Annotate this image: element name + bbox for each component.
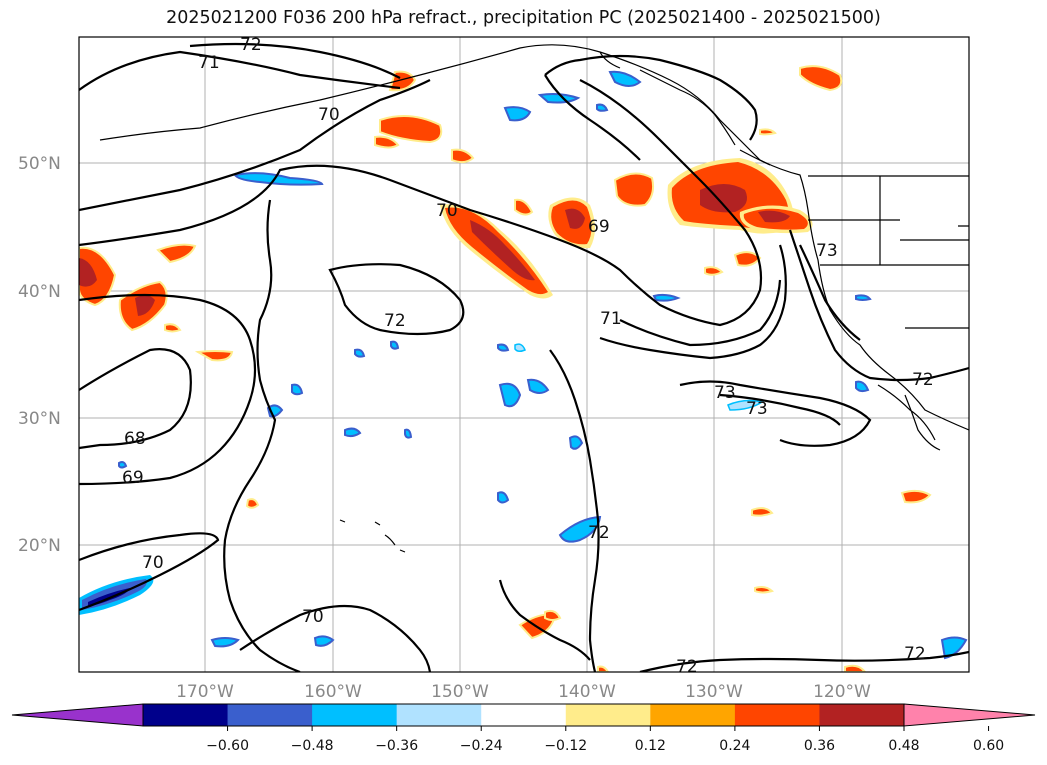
contour-label: 73 xyxy=(714,383,736,403)
lon-label-120w: 120°W xyxy=(813,682,871,702)
colorbar-extend-low xyxy=(12,704,143,726)
colorbar-tick-label: 0.36 xyxy=(804,738,835,754)
colorbar-tick-label: 0.60 xyxy=(973,738,1004,754)
contour-label: 70 xyxy=(142,553,164,573)
contour-label: 72 xyxy=(676,657,698,677)
colorbar-tick-label: −0.36 xyxy=(375,738,418,754)
colorbar-tick-label: −0.60 xyxy=(206,738,249,754)
precip-blob-bc xyxy=(799,65,843,92)
lon-label-170w: 170°W xyxy=(176,682,234,702)
lat-label-30n: 30°N xyxy=(18,409,61,429)
coastlines xyxy=(99,44,969,553)
colorbar-segment xyxy=(650,704,736,726)
precip-core-west-edge xyxy=(79,258,97,287)
precip-band-central xyxy=(440,204,553,299)
lat-label-20n: 20°N xyxy=(18,536,61,556)
plot-frame xyxy=(78,36,970,673)
colorbar-segment xyxy=(481,704,567,726)
precip-blob-west-40n xyxy=(118,280,168,332)
contour-label: 73 xyxy=(816,241,838,261)
colorbar-extend-high xyxy=(904,704,1035,726)
precip-blob-central-north xyxy=(548,197,595,249)
colorbar-tick-label: −0.12 xyxy=(544,738,587,754)
contour-label: 71 xyxy=(600,309,622,329)
colorbar-segment xyxy=(143,704,229,726)
contour-label: 71 xyxy=(198,53,220,73)
map-title: 2025021200 F036 200 hPa refract., precip… xyxy=(166,8,881,28)
contour-label: 72 xyxy=(912,370,934,390)
colorbar-segment xyxy=(312,704,398,726)
contour-label: 72 xyxy=(384,311,406,331)
contour-label: 69 xyxy=(122,468,144,488)
colorbar-segment xyxy=(734,704,820,726)
colorbar-tick-label: 0.24 xyxy=(719,738,750,754)
colorbar-tick-label: −0.24 xyxy=(460,738,503,754)
lon-label-160w: 160°W xyxy=(304,682,362,702)
colorbar-frame xyxy=(142,703,905,727)
contour-label: 72 xyxy=(588,523,610,543)
contour-label: 70 xyxy=(436,201,458,221)
lat-label-50n: 50°N xyxy=(18,154,61,174)
precip-blob-aleutians xyxy=(374,70,475,164)
colorbar-segment xyxy=(819,704,905,726)
contour-label: 72 xyxy=(904,644,926,664)
lon-label-140w: 140°W xyxy=(558,682,616,702)
colorbar-segment xyxy=(565,704,651,726)
longitude-labels: 170°W 160°W 150°W 140°W 130°W 120°W xyxy=(176,682,871,702)
colorbar-segment xyxy=(396,704,482,726)
colorbar-segment xyxy=(227,704,313,726)
contour-labels: 72 71 70 70 69 72 71 68 69 70 70 72 73 7… xyxy=(122,35,934,677)
gridlines xyxy=(79,37,969,672)
precip-blob-west-35n xyxy=(194,350,234,362)
latitude-labels: 50°N 40°N 30°N 20°N xyxy=(18,154,61,556)
lat-label-40n: 40°N xyxy=(18,282,61,302)
colorbar: −0.60 −0.48 −0.36 −0.24 −0.12 0.12 0.24 0.36 0.4… xyxy=(11,703,1036,754)
lon-label-130w: 130°W xyxy=(685,682,743,702)
contour-label: 73 xyxy=(746,399,768,419)
contour-label: 72 xyxy=(240,35,262,55)
colorbar-tick-label: 0.12 xyxy=(635,738,666,754)
precip-blob-northwest-coast xyxy=(739,205,813,234)
precip-neg-band-north xyxy=(233,172,324,186)
colorbar-tick-label: −0.48 xyxy=(291,738,334,754)
refractivity-contours xyxy=(79,42,969,672)
precip-positive-areas xyxy=(79,65,932,672)
lon-label-150w: 150°W xyxy=(431,682,489,702)
contour-label: 68 xyxy=(124,429,146,449)
contour-label: 70 xyxy=(302,607,324,627)
precip-blob-central-right xyxy=(613,172,655,207)
contour-label: 70 xyxy=(318,105,340,125)
precip-blob-west-42n xyxy=(156,243,197,264)
contour-label: 69 xyxy=(588,217,610,237)
colorbar-tick-label: 0.48 xyxy=(888,738,919,754)
